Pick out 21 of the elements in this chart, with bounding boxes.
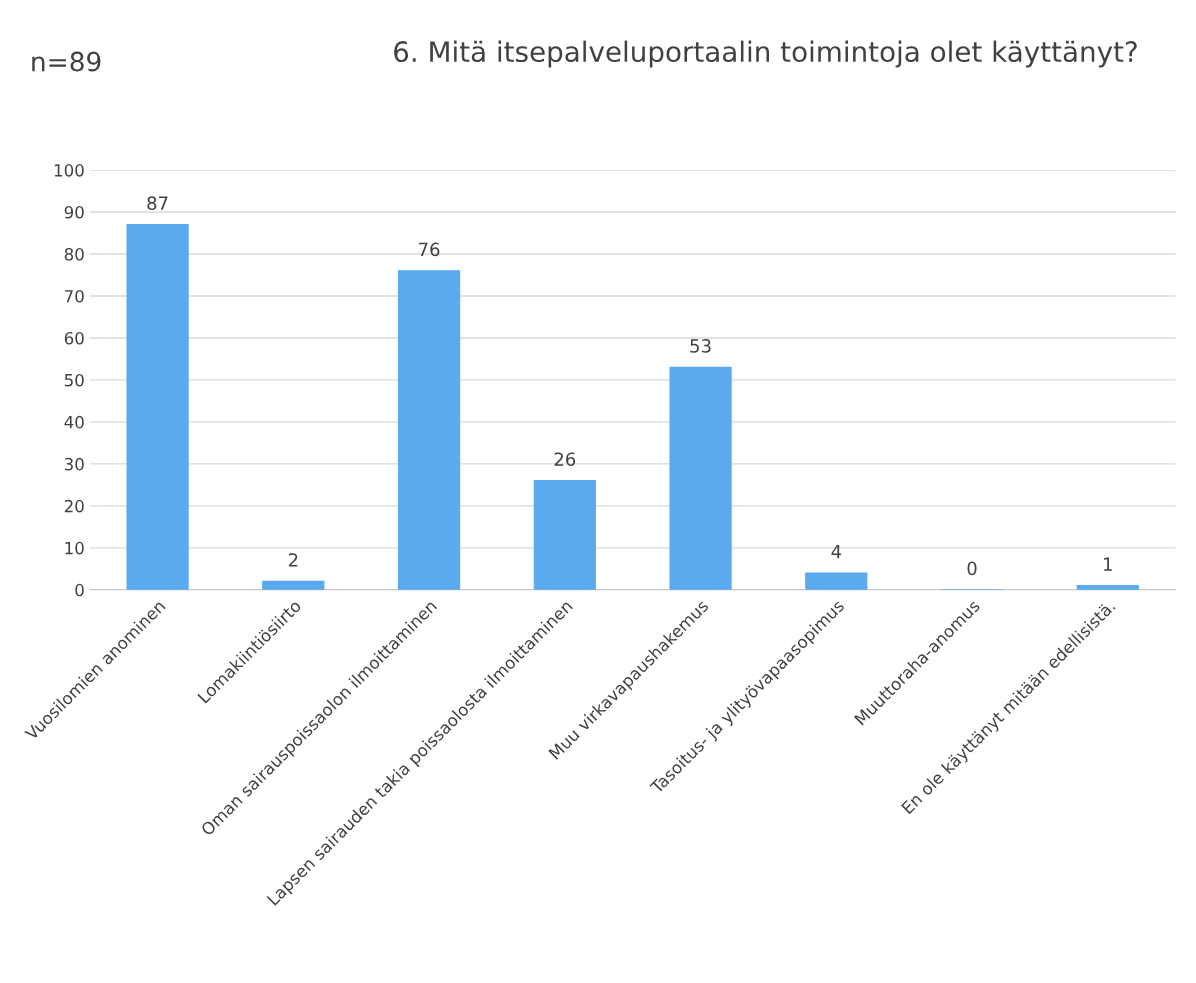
y-tick-label: 90 [64,206,84,219]
y-tick-label: 80 [64,247,84,261]
y-tick-label: 60 [64,331,84,345]
text: n=89 [32,51,101,72]
data-label: 1 [1104,557,1112,571]
y-tick-label: 40 [64,415,84,429]
y-tick-label: 70 [65,289,84,303]
data-label: 26 [554,452,576,467]
data-label: 2 [288,553,298,567]
data-label: 0 [967,561,977,576]
y-tick-label: 20 [64,499,84,513]
data-label: 4 [831,544,842,559]
y-tick-label: 10 [65,541,84,555]
y-tick-label: 30 [64,457,84,471]
chart-title: 6. Mitä itsepalveluportaalin toimintoja olet käyttänyt? [394,40,1137,68]
y-tick-label: 100 [54,164,84,177]
data-label: 76 [419,242,440,257]
y-tick-label: 0 [75,583,84,597]
data-label: 53 [690,339,711,353]
y-tick-label: 50 [64,373,84,387]
data-label: 87 [147,196,168,211]
